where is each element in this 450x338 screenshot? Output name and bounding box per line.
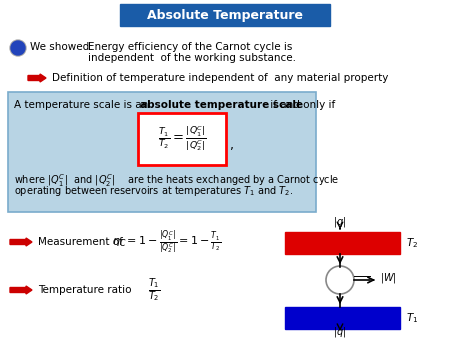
Text: Absolute Temperature: Absolute Temperature [147,8,303,22]
Text: independent  of the working substance.: independent of the working substance. [88,53,296,63]
Text: $T_2$: $T_2$ [406,236,418,250]
Bar [120,4,330,26]
Text: $T_1$: $T_1$ [406,311,419,325]
Text: $|W|$: $|W|$ [380,271,397,285]
Circle shape [11,41,25,55]
Text: where $|Q_1^C|$  and $|Q_2^C|$    are the heats exchanged by a Carnot cycle: where $|Q_1^C|$ and $|Q_2^C|$ are the he… [14,172,339,189]
Circle shape [326,266,354,294]
Bar [138,113,226,165]
Text: A temperature scale is an: A temperature scale is an [14,100,152,110]
Text: We showed:: We showed: [30,42,93,52]
Text: $|q|$: $|q|$ [333,215,347,229]
Text: $\frac{T_1}{T_2}$: $\frac{T_1}{T_2}$ [148,276,161,304]
FancyArrow shape [10,286,32,294]
Text: Energy efficiency of the Carnot cycle is: Energy efficiency of the Carnot cycle is [88,42,292,52]
Text: ,: , [230,139,234,151]
Text: Measurement of: Measurement of [38,237,123,247]
Bar [285,232,400,254]
FancyArrow shape [10,238,32,246]
FancyArrow shape [28,74,46,82]
Text: operating between reservoirs at temperatures $T_1$ and $T_2$.: operating between reservoirs at temperat… [14,184,293,198]
Bar [8,92,316,212]
Bar [285,307,400,329]
Text: absolute temperature scale: absolute temperature scale [140,100,303,110]
Text: $\frac{T_1}{T_2} = \frac{|Q_1^C|}{|Q_2^C|}$: $\frac{T_1}{T_2} = \frac{|Q_1^C|}{|Q_2^C… [158,125,207,153]
Text: Temperature ratio: Temperature ratio [38,285,131,295]
Text: $|q|$: $|q|$ [333,325,347,338]
Text: Definition of temperature independent of  any material property: Definition of temperature independent of… [52,73,388,83]
Text: $\eta_C = 1 - \frac{|Q_1^C|}{|Q_2^C|} = 1 - \frac{T_1}{T_2}$: $\eta_C = 1 - \frac{|Q_1^C|}{|Q_2^C|} = … [112,229,221,255]
Text: if and only if: if and only if [267,100,335,110]
Circle shape [10,40,26,56]
